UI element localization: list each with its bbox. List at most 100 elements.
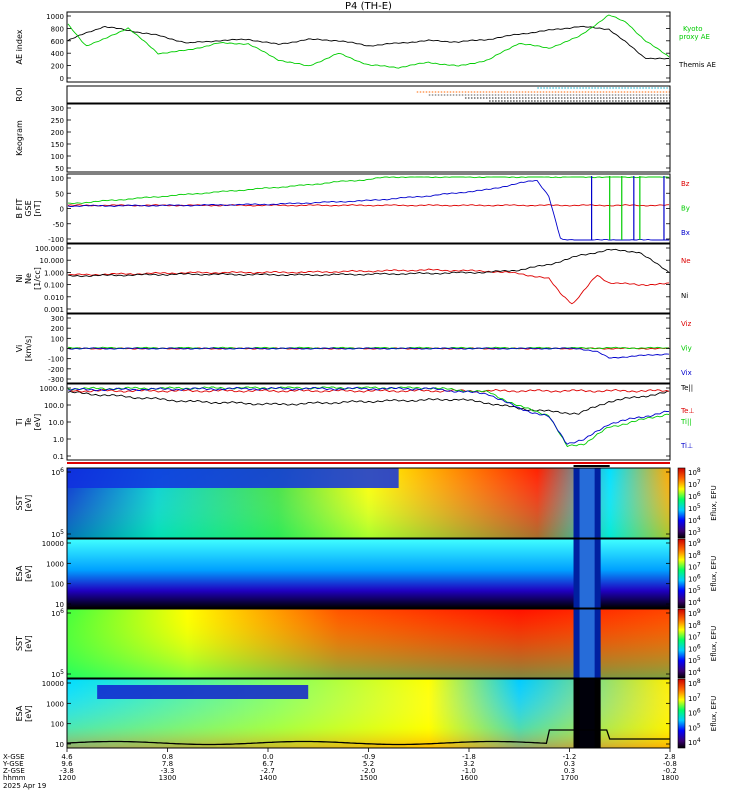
bfield-ytick: 50 [55,190,64,198]
xaxis-tick-xgse: 4.6 [61,753,73,761]
xaxis-tick-ygse: 6.7 [262,760,273,768]
esa_i-colorbar-tick: 105 [688,722,701,732]
esa_i-spacecraft-potential [66,729,670,746]
velocity-ytick: -200 [48,366,64,374]
density-ytick: 1.000 [44,269,64,277]
xaxis-tick-zgse: -3.3 [161,767,175,775]
figure-title: P4 (TH-E) [345,1,392,12]
xaxis-tick-ygse: 9.6 [61,760,73,768]
velocity-ytick: -300 [48,376,64,384]
velocity-ytick: 0 [60,346,64,354]
ae-ytick: 400 [51,50,64,58]
density-ylabel-0: Ni [15,274,24,282]
velocity-ytick: 300 [51,315,64,323]
xaxis-tick-xgse: -1.2 [563,753,577,761]
keogram-ytick: 300 [51,105,64,113]
sst_e-ytick: 105 [51,529,64,539]
sst_i-ylabel-1: [eV] [24,635,33,652]
velocity-ytick: 100 [51,335,64,343]
ae-ytick: 600 [51,38,64,46]
esa_e-ytick: 100 [51,581,64,589]
sst_i-colorbar-tick: 108 [688,620,701,630]
temperature-ytick: 1.0 [53,436,64,444]
keogram-ylabel-0: Keogram [15,120,24,156]
sst_e-frame [66,467,671,539]
temperature-legend-0: Te|| [680,384,693,392]
xaxis-tick-hhmm: 1300 [159,774,177,782]
esa_e-colorbar-label: Eflux, EFU [710,556,718,591]
sst_i-colorbar-tick: 106 [688,643,701,653]
density-series-ne [67,268,670,305]
velocity-ytick: -100 [48,356,64,364]
sst_i-gap-core [579,609,595,678]
xaxis-tick-ygse: 3.2 [463,760,474,768]
sst_e-colorbar-label: Eflux, EFU [710,485,718,520]
density-ytick: 100.000 [35,245,64,253]
bfield-series-bz [67,204,670,207]
xaxis-tick-hhmm: 1500 [360,774,378,782]
xaxis-tick-hhmm: 1700 [561,774,579,782]
density-ylabel-1: Ne [24,273,33,284]
velocity-legend-2: Vix [681,369,692,377]
esa_e-colorbar-tick: 106 [688,573,701,583]
sst_e-ytick: 106 [51,467,64,477]
density-series-ni [67,248,670,278]
xaxis-tick-zgse: 0.3 [564,767,575,775]
density-ytick: 0.001 [44,306,64,314]
esa_e-gap-core [579,539,595,608]
xaxis-tick-zgse: -3.8 [60,767,74,775]
xaxis-tick-ygse: 7.8 [162,760,173,768]
bfield-series-by [67,176,670,205]
ae-ytick: 800 [51,25,64,33]
ae-legend-themis: Themis AE [678,61,716,69]
sst_e-colorbar-tick: 106 [688,491,701,501]
xaxis-tick-ygse: -0.8 [663,760,677,768]
xaxis-row-label-3: hhmm [3,774,26,782]
ae-ytick: 0 [60,75,64,83]
xaxis-row-label-4: 2025 Apr 19 [3,782,46,790]
bfield-ylabel-2: [nT] [33,200,42,216]
bfield-series-bx [67,180,669,241]
mode-bar-black [573,465,610,467]
sst_i-colorbar-label: Eflux, EFU [710,626,718,661]
bfield-ytick: -100 [48,236,64,244]
esa_i-colorbar-tick: 104 [688,737,701,747]
xaxis-tick-zgse: -0.2 [663,767,677,775]
esa_e-ylabel-0: ESA [15,565,24,581]
esa_e-spectrogram-overlay [67,539,670,608]
xaxis-tick-xgse: -0.9 [362,753,376,761]
esa_i-ytick: 10000 [42,680,64,688]
temperature-ylabel-0: Ti [15,419,24,427]
esa_e-colorbar-tick: 109 [688,538,701,548]
sst_e-lowcount-band [67,468,399,488]
temperature-ytick: 100.0 [44,402,64,410]
temperature-legend-3: Ti⊥ [680,442,693,450]
xaxis-tick-ygse: 5.2 [363,760,374,768]
ae-ytick: 200 [51,63,64,71]
sst_e-colorbar-tick: 107 [688,479,701,489]
xaxis-row-label-2: Z-GSE [3,767,25,775]
xaxis-tick-zgse: -2.0 [362,767,376,775]
bfield-ytick: 0 [60,206,64,214]
sst_i-colorbar-tick: 104 [688,667,701,677]
xaxis-tick-xgse: -1.8 [462,753,476,761]
xaxis-tick-hhmm: 1800 [661,774,679,782]
xaxis-tick-hhmm: 1600 [460,774,478,782]
esa_i-gap-core [579,679,595,748]
temperature-series-ti [67,386,670,448]
esa_e-colorbar-tick: 105 [688,585,701,595]
ae-ytick: 1000 [46,13,64,21]
ae-series-themisae [67,25,669,60]
sst_e-colorbar-tick: 103 [688,527,701,537]
esa_e-ylabel-1: [eV] [24,565,33,582]
temperature-ytick: 0.1 [53,453,64,461]
esa_i-ytick: 100 [51,721,64,729]
sst_i-ytick: 105 [51,669,64,679]
temperature-series-te [67,389,670,393]
bfield-ylabel-1: GSE [24,200,33,216]
esa_i-colorbar-tick: 107 [688,693,701,703]
esa_i-ytick: 1000 [46,700,64,708]
density-ytick: 0.010 [44,294,64,302]
esa_i-colorbar-tick: 108 [688,678,701,688]
